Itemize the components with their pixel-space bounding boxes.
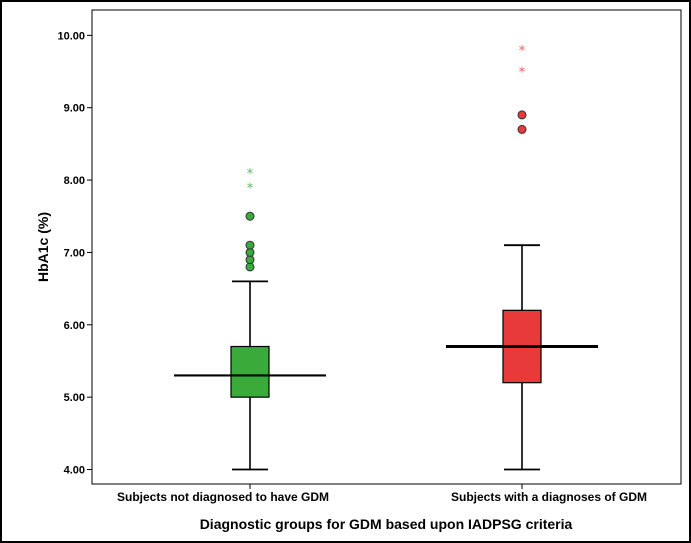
y-tick-label: 6.00 [64, 320, 85, 332]
x-category-label: Subjects with a diagnoses of GDM [451, 490, 647, 504]
outlier-point [517, 110, 527, 120]
boxes-group: **** [174, 44, 598, 471]
y-axis-title: HbA1c (%) [35, 212, 51, 282]
outlier-point [517, 124, 527, 134]
y-tick-label: 7.00 [64, 247, 85, 259]
extreme-outlier-point: * [247, 167, 254, 182]
extreme-outlier-point: * [247, 181, 254, 196]
box-iqr [230, 345, 270, 398]
extreme-outlier-point: * [519, 66, 526, 81]
box-group: ** [446, 44, 598, 471]
y-tick-label: 4.00 [64, 465, 85, 477]
y-tick-label: 9.00 [64, 103, 85, 115]
y-tick-label: 8.00 [64, 175, 85, 187]
extreme-outlier-point: * [519, 44, 526, 59]
box-group: ** [174, 167, 326, 471]
x-axis-title: Diagnostic groups for GDM based upon IAD… [200, 516, 573, 532]
y-axis: 4.00 5.00 6.00 7.00 8.00 9.00 10.00 [57, 30, 92, 477]
plot-area [91, 9, 682, 485]
outlier-point [245, 240, 255, 250]
y-tick-label: 5.00 [64, 392, 85, 404]
x-axis: Subjects not diagnosed to have GDM Subjec… [117, 484, 647, 504]
outlier-point [245, 211, 255, 221]
x-category-label: Subjects not diagnosed to have GDM [117, 490, 329, 504]
y-tick-label: 10.00 [57, 30, 85, 42]
